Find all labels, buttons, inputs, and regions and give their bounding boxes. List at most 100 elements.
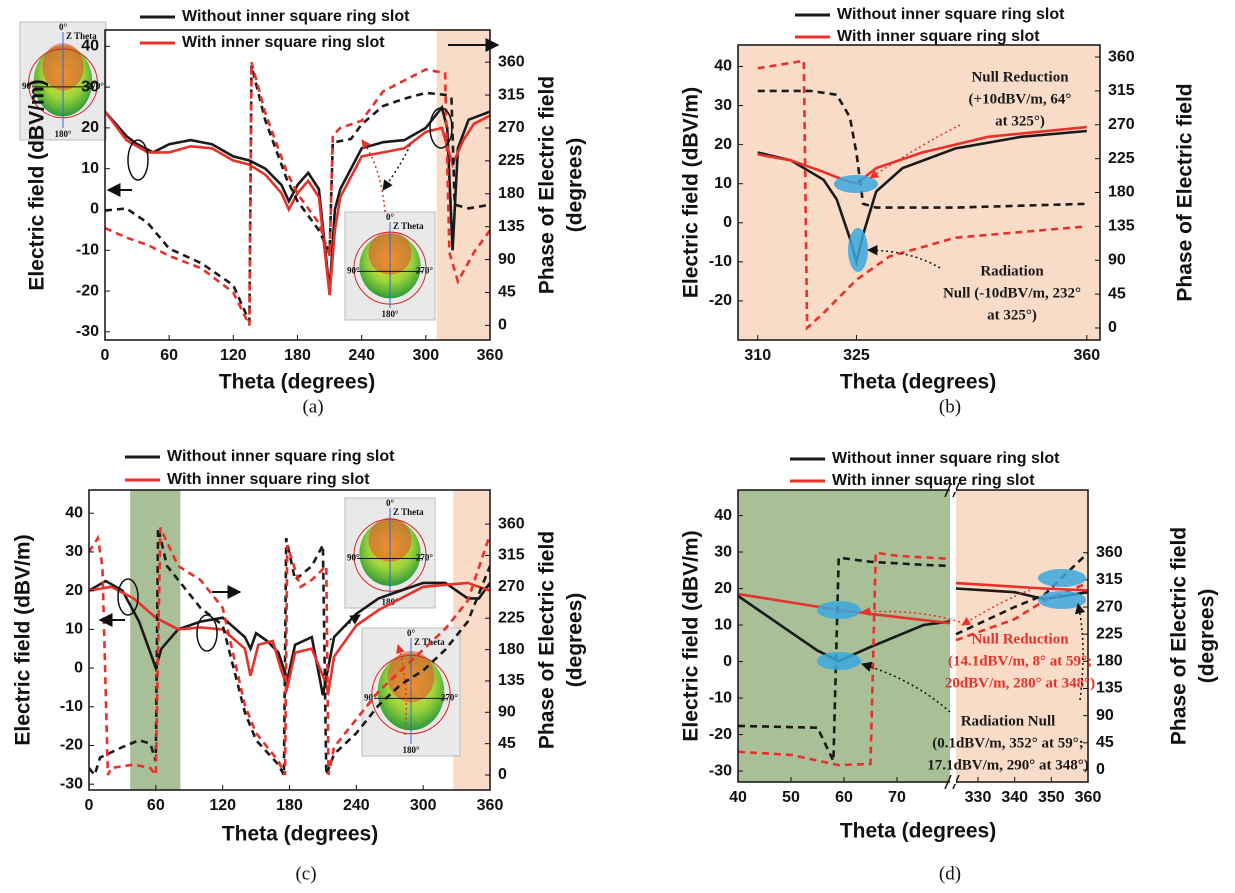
x-tick-label: 240 bbox=[343, 797, 370, 814]
highlight bbox=[196, 614, 218, 652]
y-tick-label: 20 bbox=[714, 580, 732, 597]
inset-label: 0° bbox=[407, 628, 416, 638]
annotation: 17.1dBV/m, 290° at 348°) bbox=[927, 757, 1089, 773]
x-tick-label: 360 bbox=[1075, 789, 1102, 806]
y2-tick-label: 360 bbox=[498, 515, 525, 532]
caption: (b) bbox=[939, 396, 961, 417]
legend-label: With inner square ring slot bbox=[837, 28, 1040, 45]
annotation: Null Reduction bbox=[971, 631, 1069, 647]
x-tick-label: 180 bbox=[276, 797, 303, 814]
y2-tick-label: 270 bbox=[1108, 116, 1135, 133]
arrow bbox=[866, 244, 941, 269]
panel: 40 50 60 70 330 340 350 360 -30 -20 -10 0 10 20 30 40 0 4… bbox=[680, 450, 1219, 884]
inset-label: 270° bbox=[416, 553, 434, 563]
x-tick-label: 340 bbox=[1001, 789, 1028, 806]
plot-frame bbox=[737, 489, 1089, 783]
x-tick-label: 50 bbox=[782, 789, 800, 806]
caption: (a) bbox=[302, 396, 323, 417]
arrow bbox=[396, 644, 408, 736]
y2-axis-label: Phase of Electric field bbox=[536, 76, 559, 294]
x-tick-label: 120 bbox=[220, 347, 247, 364]
y2-axis-label: Phase of Electric field bbox=[536, 531, 559, 749]
x-tick-label: 60 bbox=[147, 797, 165, 814]
y-tick-label: -20 bbox=[60, 737, 83, 754]
y2-tick-label: 315 bbox=[498, 86, 525, 103]
highlight bbox=[1038, 569, 1086, 587]
y2-axis-label: (degrees) bbox=[1196, 589, 1219, 684]
inset-label: 0° bbox=[59, 22, 68, 32]
y2-tick-label: 180 bbox=[1096, 653, 1123, 670]
y-tick-label: -20 bbox=[709, 726, 732, 743]
arrow bbox=[1074, 602, 1086, 701]
x-tick-label: 330 bbox=[965, 789, 992, 806]
y-axis-label: Electric field (dBV/m) bbox=[12, 534, 35, 745]
y-tick-label: 0 bbox=[74, 659, 83, 676]
y-tick-label: 20 bbox=[714, 136, 732, 153]
y-tick-label: -20 bbox=[76, 282, 99, 299]
shaded-region bbox=[436, 30, 490, 340]
inset-label: 180° bbox=[381, 597, 399, 607]
x-tick-label: 0 bbox=[101, 347, 110, 364]
y2-tick-label: 270 bbox=[498, 119, 525, 136]
y2-tick-label: 135 bbox=[1096, 680, 1123, 697]
inset-label: Z Theta bbox=[393, 507, 424, 517]
y2-tick-label: 0 bbox=[498, 766, 507, 783]
x-tick-label: 310 bbox=[744, 347, 771, 364]
axis-break-gap bbox=[950, 781, 956, 784]
shaded-region bbox=[738, 45, 1100, 340]
y-axis-label: Electric field (dBV/m) bbox=[26, 79, 49, 290]
y2-axis-label: Phase of Electric field bbox=[1168, 527, 1191, 745]
x-tick-label: 360 bbox=[1073, 347, 1100, 364]
y-tick-label: 30 bbox=[714, 97, 732, 114]
highlight bbox=[117, 578, 139, 616]
y-tick-label: 10 bbox=[65, 621, 83, 638]
y-tick-label: -30 bbox=[60, 775, 83, 792]
y2-tick-label: 135 bbox=[498, 218, 525, 235]
y-tick-label: 40 bbox=[65, 504, 83, 521]
legend-label: Without inner square ring slot bbox=[837, 6, 1065, 23]
y2-tick-label: 180 bbox=[1108, 184, 1135, 201]
field-line bbox=[105, 104, 490, 292]
inset-label: 90° bbox=[364, 692, 377, 702]
y2-tick-label: 270 bbox=[498, 578, 525, 595]
inset-label: 270° bbox=[441, 692, 459, 702]
y2-tick-label: 180 bbox=[498, 185, 525, 202]
inset-label: 0° bbox=[386, 498, 395, 508]
caption: (c) bbox=[295, 863, 316, 884]
highlight bbox=[1038, 591, 1086, 609]
y2-tick-label: 360 bbox=[1108, 48, 1135, 65]
x-tick-label: 300 bbox=[410, 797, 437, 814]
phase-line bbox=[757, 59, 1087, 331]
y-tick-label: 10 bbox=[81, 160, 99, 177]
panel: 310 325 360 -20 -10 0 10 20 30 40 0 45 90 135 180 225 27… bbox=[680, 6, 1197, 417]
annotation: Null Reduction bbox=[971, 69, 1069, 85]
y-tick-label: 0 bbox=[723, 214, 732, 231]
inset-label: 90° bbox=[22, 81, 35, 91]
y2-axis-label: Phase of Electric field bbox=[1174, 83, 1197, 301]
y2-tick-label: 270 bbox=[1096, 598, 1123, 615]
y2-tick-label: 0 bbox=[498, 317, 507, 334]
y2-tick-label: 360 bbox=[498, 53, 525, 70]
y-tick-label: -10 bbox=[709, 253, 732, 270]
inset-label: 180° bbox=[381, 309, 399, 319]
y2-tick-label: 0 bbox=[1096, 761, 1105, 778]
y-tick-label: -10 bbox=[60, 698, 83, 715]
y2-tick-label: 90 bbox=[1096, 707, 1114, 724]
x-tick-label: 120 bbox=[209, 797, 236, 814]
y2-tick-label: 315 bbox=[1108, 82, 1135, 99]
inset-label: 180° bbox=[402, 745, 420, 755]
x-tick-label: 40 bbox=[729, 789, 747, 806]
y-tick-label: 30 bbox=[81, 78, 99, 95]
annotation: (14.1dBV/m, 8° at 59°; bbox=[948, 653, 1092, 669]
y2-tick-label: 45 bbox=[498, 735, 516, 752]
y2-tick-label: 0 bbox=[1108, 319, 1117, 336]
x-tick-label: 180 bbox=[284, 347, 311, 364]
y-tick-label: 40 bbox=[714, 58, 732, 75]
arrow bbox=[329, 614, 361, 641]
y2-tick-label: 225 bbox=[498, 609, 525, 626]
annotation: Null (-10dBV/m, 232° bbox=[943, 285, 1081, 301]
y-tick-label: 10 bbox=[714, 175, 732, 192]
x-tick-label: 240 bbox=[348, 347, 375, 364]
